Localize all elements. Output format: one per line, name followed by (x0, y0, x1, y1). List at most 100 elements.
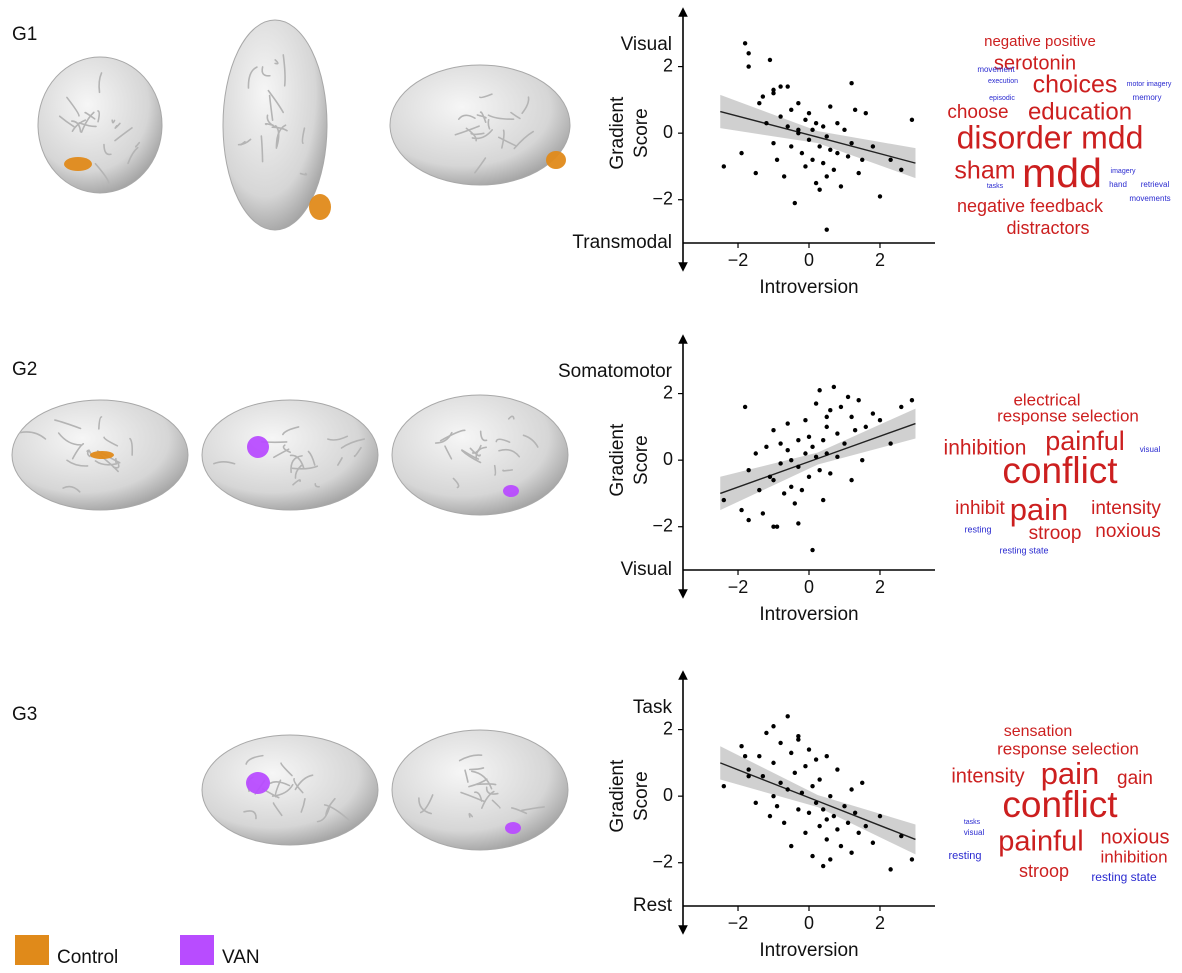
data-point (796, 737, 800, 741)
word: inhibit (955, 498, 1005, 519)
data-point (789, 485, 793, 489)
data-point (789, 144, 793, 148)
data-point (754, 451, 758, 455)
data-point (743, 405, 747, 409)
data-point (860, 458, 864, 462)
x-tick-label: 0 (804, 577, 814, 597)
data-point (814, 801, 818, 805)
x-tick-label: −2 (728, 577, 749, 597)
data-point (768, 475, 772, 479)
data-point (888, 158, 892, 162)
word: distractors (1006, 218, 1089, 238)
data-point (871, 841, 875, 845)
data-point (835, 455, 839, 459)
word: pain (1010, 492, 1069, 527)
sulcus (301, 173, 307, 174)
data-point (746, 774, 750, 778)
word: movement (977, 65, 1015, 74)
word: noxious (1095, 521, 1161, 542)
data-point (778, 114, 782, 118)
data-point (761, 94, 765, 98)
data-point (821, 124, 825, 128)
data-point (746, 767, 750, 771)
y-tick-label: 0 (663, 785, 673, 805)
data-point (814, 401, 818, 405)
y-tick-label: −2 (652, 515, 673, 535)
data-point (803, 164, 807, 168)
data-point (786, 84, 790, 88)
y-tick-label: −2 (652, 851, 673, 871)
data-point (878, 418, 882, 422)
data-point (778, 741, 782, 745)
axis-end-label: Transmodal (572, 232, 672, 253)
data-point (910, 398, 914, 402)
word: resting state (999, 545, 1048, 555)
x-axis-label: Introversion (759, 604, 858, 625)
data-point (832, 814, 836, 818)
data-point (757, 754, 761, 758)
data-point (789, 458, 793, 462)
data-point (853, 428, 857, 432)
y-axis-label: Gradient (607, 759, 628, 833)
data-point (771, 761, 775, 765)
data-point (803, 451, 807, 455)
data-point (810, 854, 814, 858)
data-point (871, 144, 875, 148)
word: mdd (1022, 150, 1102, 196)
data-point (821, 161, 825, 165)
word: motor imagery (1127, 81, 1172, 88)
data-point (778, 84, 782, 88)
data-point (771, 428, 775, 432)
data-point (739, 151, 743, 155)
activation-patch (246, 772, 270, 794)
data-point (842, 441, 846, 445)
data-point (796, 807, 800, 811)
data-point (814, 455, 818, 459)
data-point (814, 121, 818, 125)
x-tick-label: −2 (728, 250, 749, 270)
brain (223, 20, 327, 230)
data-point (828, 857, 832, 861)
data-point (828, 794, 832, 798)
data-point (817, 188, 821, 192)
x-tick-label: 2 (875, 250, 885, 270)
data-point (746, 64, 750, 68)
data-point (888, 867, 892, 871)
data-point (807, 811, 811, 815)
data-point (786, 787, 790, 791)
data-point (782, 491, 786, 495)
word: stroop (1029, 523, 1082, 544)
panel-label: G1 (12, 24, 37, 45)
data-point (910, 857, 914, 861)
data-point (878, 814, 882, 818)
data-point (722, 784, 726, 788)
sulcus (495, 466, 496, 475)
data-point (754, 171, 758, 175)
word: resting state (1091, 870, 1157, 884)
x-tick-label: 2 (875, 577, 885, 597)
data-point (764, 445, 768, 449)
figure: G1−202−202IntroversionGradientScoreVisua… (0, 0, 1182, 973)
data-point (878, 194, 882, 198)
panel-label: G2 (12, 359, 37, 380)
data-point (768, 58, 772, 62)
brain (202, 735, 378, 845)
data-point (786, 448, 790, 452)
data-point (771, 478, 775, 482)
y-axis-label: Score (631, 108, 652, 158)
data-point (803, 418, 807, 422)
data-point (771, 724, 775, 728)
data-point (743, 41, 747, 45)
data-point (803, 764, 807, 768)
data-point (782, 174, 786, 178)
sulcus (503, 470, 512, 471)
data-point (803, 831, 807, 835)
data-point (842, 804, 846, 808)
data-point (821, 498, 825, 502)
sulcus (477, 784, 496, 785)
data-point (835, 431, 839, 435)
data-point (842, 128, 846, 132)
data-point (888, 441, 892, 445)
data-point (821, 807, 825, 811)
data-point (796, 131, 800, 135)
